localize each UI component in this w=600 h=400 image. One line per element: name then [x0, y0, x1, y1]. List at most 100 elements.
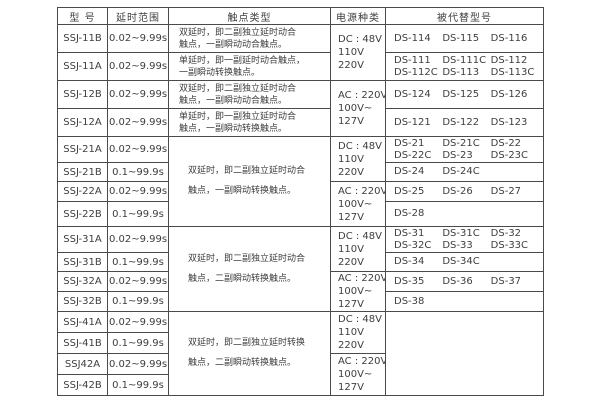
table-row: SSJ-31A 0.02~9.99s 双延时，即二副独立延时动合 触点，二副瞬动…: [57, 226, 544, 312]
power-line: 127V: [338, 116, 364, 127]
replaced-model: DS-121: [394, 116, 431, 128]
table-row: SSJ-12A 0.02~9.99s 单延时，即一副独立延时动合 触点，一副瞬动…: [57, 108, 544, 137]
replaced-model: [491, 208, 539, 220]
replaced-model: DS-37: [490, 275, 522, 287]
header-row: 型 号 延时范围 触点类型 电源种类 被代替型号: [57, 7, 544, 25]
power-line: 220V: [338, 340, 364, 351]
contact-line: 触点，二副瞬动转换触点。: [188, 358, 297, 368]
replaced-model: DS-122: [442, 116, 480, 128]
replaced-models-line: DS-35 DS-36 DS-37: [394, 276, 539, 288]
contact-line: 双延时，即二副独立延时动合: [188, 253, 306, 264]
model-cell: SSJ-31B: [57, 252, 108, 272]
model-cell: SSJ-41A: [57, 311, 108, 333]
replaced-models-line: DS-32C DS-33 DS-33C: [394, 240, 539, 252]
replaced-model: DS-28: [394, 208, 425, 219]
replaced-model: DS-27: [490, 185, 522, 197]
power-cell: DC : 48V 110V 220V: [330, 136, 386, 182]
replaced-model: DS-34: [394, 256, 425, 267]
delay-cell: 0.02~9.99s: [107, 311, 169, 333]
power-line: DC : 48V: [338, 314, 382, 325]
power-cell: AC : 220V 100V~ 127V: [330, 353, 386, 396]
delay-cell: 0.1~99.9s: [107, 374, 169, 396]
model-cell: SSJ-21A: [57, 136, 108, 163]
replaced-model: DS-32C: [394, 239, 432, 251]
contact-line: 单延时，即一副独立延时动合: [179, 111, 297, 122]
table-row: SSJ-11A 0.02~9.99s 单延时，即一副延时动合触点， 一副瞬动转换…: [57, 52, 544, 81]
replaced-model: DS-23: [442, 149, 473, 161]
model-cell: SSJ-41B: [57, 332, 108, 354]
power-line: AC : 220V: [338, 185, 386, 197]
replaced-model: DS-21: [394, 137, 425, 149]
replaced-model: [491, 296, 539, 308]
contact-line: 单延时，即一副延时动合触点，: [179, 55, 306, 66]
table-row: SSJ-32B 0.1~99.9s DS-38: [57, 291, 544, 312]
delay-cell: 0.02~9.99s: [107, 52, 169, 81]
replaced-models-line: DS-121 DS-122 DS-123: [394, 117, 539, 129]
contact-type-cell: 单延时，即一副延时动合触点， 一副瞬动转换触点。: [168, 52, 331, 81]
replaced-model: DS-112C: [394, 66, 438, 78]
table-row: SSJ42A 0.02~9.99s AC : 220V 100V~ 127V: [57, 353, 544, 396]
replaced-model: DS-38: [394, 295, 425, 307]
replaced-model: DS-114: [394, 32, 431, 44]
replaced-model: DS-35: [394, 275, 425, 287]
replaced-models-line: DS-22C DS-23 DS-23C: [394, 150, 539, 162]
power-line: DC : 48V: [338, 34, 382, 45]
replaced-model: DS-21C: [442, 137, 480, 149]
replaced-models-line: DS-25 DS-26 DS-27: [394, 186, 539, 198]
header-delay-range: 延时范围: [107, 7, 169, 25]
power-line: 100V~: [338, 369, 373, 380]
replaced-models-line: DS-21 DS-21C DS-22: [394, 138, 539, 150]
power-line: 110V: [338, 47, 364, 58]
contact-line: 双延时，即二副独立延时动合: [179, 83, 297, 94]
power-cell: AC : 220V 100V~ 127V: [330, 181, 386, 227]
relay-spec-table: 型 号 延时范围 触点类型 电源种类 被代替型号 SSJ-11B 0.02~9.…: [57, 7, 544, 396]
power-line: AC : 220V: [338, 90, 386, 101]
replaced-model: DS-26: [442, 185, 473, 197]
power-line: 127V: [338, 299, 364, 310]
replaced-model: DS-32: [490, 227, 522, 239]
delay-cell: 0.02~9.99s: [107, 181, 169, 202]
power-cell: DC : 48V 110V 220V: [330, 311, 386, 354]
replaced-models-cell: DS-31 DS-31C DS-32 DS-32C DS-33 DS-33C: [385, 226, 544, 253]
replaced-models-cell-empty: [385, 311, 544, 396]
replaced-models-line: DS-114 DS-115 DS-116: [394, 33, 539, 45]
replaced-models-line: DS-112C DS-113 DS-113C: [394, 67, 539, 79]
table-row: SSJ-21A 0.02~9.99s 双延时，即二副独立延时动合 触点，一副瞬动…: [57, 136, 544, 227]
table-row: SSJ-11B 0.02~9.99s 双延时，即二副独立延时动合 触点，一副瞬动…: [57, 24, 544, 81]
contact-line: 双延时，即二副独立延时动合: [188, 166, 306, 176]
contact-line: 触点，一副瞬动转换触点。: [179, 123, 288, 134]
delay-cell: 0.1~99.9s: [107, 252, 169, 272]
replaced-models-line: DS-34 DS-34C: [394, 256, 539, 268]
contact-type-cell: 双延时，即二副独立延时动合 触点，一副瞬动动合触点。: [168, 80, 331, 109]
contact-type-cell: 双延时，即二副独立延时动合 触点，一副瞬动转换触点。: [168, 136, 331, 227]
power-line: 220V: [338, 60, 364, 71]
replaced-models-cell: DS-24 DS-24C: [385, 162, 544, 182]
table-row: SSJ-32A 0.02~9.99s AC : 220V 100V~ 127V …: [57, 271, 544, 312]
header-replaced-models: 被代替型号: [385, 7, 544, 25]
replaced-models-line: DS-38: [394, 296, 539, 308]
contact-type-cell: 双延时，即二副独立延时转换 触点，二副瞬动转换触点。: [168, 311, 331, 396]
replaced-model: DS-25: [394, 185, 425, 197]
contact-line: 一副瞬动转换触点。: [179, 67, 261, 78]
replaced-models-cell: DS-121 DS-122 DS-123: [385, 108, 544, 137]
replaced-model: DS-125: [442, 88, 480, 100]
replaced-model: DS-33C: [490, 239, 529, 251]
model-cell: SSJ-11A: [57, 52, 108, 81]
replaced-model: DS-31C: [442, 227, 480, 239]
contact-line: 触点，一副瞬动动合触点。: [179, 95, 288, 106]
delay-cell: 0.02~9.99s: [107, 226, 169, 253]
replaced-models-line: DS-24 DS-24C: [394, 166, 539, 178]
replaced-model: [491, 166, 539, 178]
replaced-models-cell: DS-35 DS-36 DS-37: [385, 271, 544, 292]
replaced-model: [442, 296, 490, 308]
replaced-model: DS-23C: [490, 149, 529, 161]
model-cell: SSJ42A: [57, 353, 108, 375]
model-cell: SSJ-32A: [57, 271, 108, 292]
delay-cell: 0.02~9.99s: [107, 271, 169, 292]
contact-line: 触点，二副瞬动转换触点。: [188, 273, 297, 284]
delay-cell: 0.1~99.9s: [107, 291, 169, 312]
contact-type-cell: 单延时，即一副独立延时动合 触点，一副瞬动转换触点。: [168, 108, 331, 137]
power-line: AC : 220V: [338, 273, 386, 284]
contact-line: 双延时，即二副独立延时动合: [179, 27, 297, 38]
